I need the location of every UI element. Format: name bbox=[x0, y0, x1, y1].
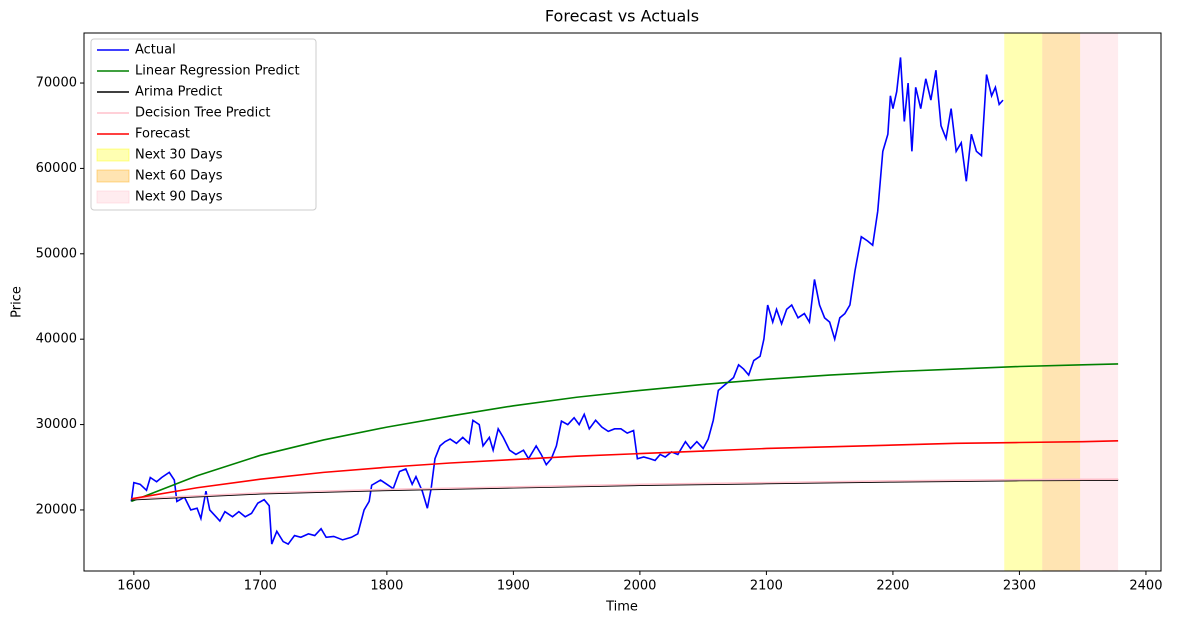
legend-label: Linear Regression Predict bbox=[135, 64, 300, 79]
y-axis-label: Price bbox=[10, 286, 25, 318]
x-tick-label: 1800 bbox=[370, 579, 403, 594]
shaded-span bbox=[1004, 33, 1043, 571]
chart-title: Forecast vs Actuals bbox=[545, 7, 699, 26]
x-tick-label: 2200 bbox=[876, 579, 909, 594]
y-tick-label: 60000 bbox=[36, 161, 77, 176]
x-tick-label: 1600 bbox=[117, 579, 150, 594]
series-line bbox=[131, 479, 1119, 501]
legend-label: Forecast bbox=[135, 127, 190, 142]
series-line bbox=[131, 363, 1119, 503]
shaded-span bbox=[1042, 33, 1081, 571]
y-tick-label: 50000 bbox=[36, 246, 77, 261]
legend-box bbox=[90, 38, 317, 211]
plot-frame bbox=[83, 32, 1162, 572]
x-tick-label: 2000 bbox=[623, 579, 656, 594]
legend-label: Actual bbox=[135, 43, 176, 58]
series-line bbox=[131, 478, 1119, 500]
legend-label: Arima Predict bbox=[135, 85, 222, 100]
series-line bbox=[130, 57, 1004, 546]
y-tick-label: 70000 bbox=[36, 76, 77, 91]
legend-label: Decision Tree Predict bbox=[135, 106, 270, 121]
y-tick-label: 30000 bbox=[36, 417, 77, 432]
x-tick-label: 1900 bbox=[497, 579, 530, 594]
x-tick-label: 2300 bbox=[1003, 579, 1036, 594]
legend-label: Next 60 Days bbox=[135, 169, 223, 184]
series-line bbox=[131, 439, 1119, 500]
legend-swatch bbox=[96, 148, 130, 162]
legend-label: Next 30 Days bbox=[135, 148, 223, 163]
x-tick-label: 1700 bbox=[244, 579, 277, 594]
x-tick-label: 2100 bbox=[750, 579, 783, 594]
y-tick-label: 40000 bbox=[36, 332, 77, 347]
x-axis-label: Time bbox=[605, 600, 638, 615]
x-tick-label: 2400 bbox=[1129, 579, 1162, 594]
legend-swatch bbox=[96, 190, 130, 204]
shaded-span bbox=[1080, 33, 1119, 571]
legend-label: Next 90 Days bbox=[135, 190, 223, 205]
legend-swatch bbox=[96, 169, 130, 183]
y-tick-label: 20000 bbox=[36, 502, 77, 517]
